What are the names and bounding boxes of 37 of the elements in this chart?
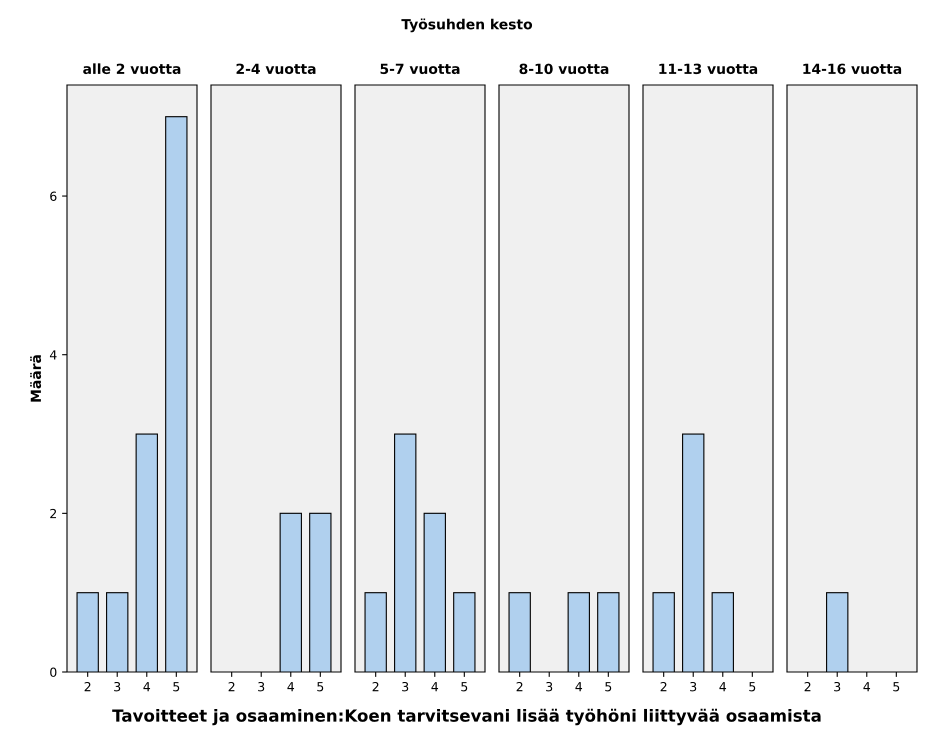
chart-title: alle 2 vuotta xyxy=(83,63,180,74)
x-tick-label: 3 xyxy=(402,682,408,692)
x-tick-label: 2 xyxy=(372,682,378,692)
x-tick-label: 2 xyxy=(516,682,522,692)
x-tick-label: 5 xyxy=(605,682,612,692)
x-tick-label: 2 xyxy=(84,682,90,692)
y-tick-label: 2 xyxy=(50,508,56,518)
x-tick-label: 2 xyxy=(804,682,810,692)
x-tick-label: 3 xyxy=(690,682,696,692)
x-tick-label: 5 xyxy=(461,682,468,692)
x-tick-label: 4 xyxy=(863,682,870,692)
x-tick-label: 3 xyxy=(114,682,120,692)
chart-title: 2-4 vuotta xyxy=(236,64,316,74)
y-tick-label: 4 xyxy=(50,350,57,360)
x-tick-label: 5 xyxy=(893,682,900,692)
x-tick-label: 5 xyxy=(317,682,324,692)
x-tick-label: 3 xyxy=(258,682,264,692)
x-tick-label: 4 xyxy=(431,682,438,692)
chart-title: 5-7 vuotta xyxy=(380,64,460,74)
x-tick-label: 3 xyxy=(834,682,840,692)
x-tick-label: 5 xyxy=(173,682,180,692)
x-tick-label: 4 xyxy=(287,682,294,692)
chart-title: 11-13 vuotta xyxy=(659,64,758,74)
text: Työsuhden kesto xyxy=(401,18,532,32)
y-tick-label: 6 xyxy=(50,192,56,201)
y-axis-title: Määrä xyxy=(30,355,42,402)
x-tick-label: 4 xyxy=(143,682,150,692)
x-tick-label: 4 xyxy=(719,682,726,692)
chart-title: 14-16 vuotta xyxy=(803,64,902,74)
x-tick-label: 2 xyxy=(660,682,666,692)
y-tick-label: 0 xyxy=(50,667,56,677)
x-tick-label: 5 xyxy=(749,682,756,692)
chart-title: 8-10 vuotta xyxy=(519,64,608,74)
x-axis-title: Tavoitteet ja osaaminen:Koen tarvitsevani lisää työhöni liittyvää osaamista xyxy=(112,708,821,726)
x-tick-label: 3 xyxy=(546,682,552,692)
x-tick-label: 2 xyxy=(228,682,234,692)
x-tick-label: 4 xyxy=(575,682,582,692)
